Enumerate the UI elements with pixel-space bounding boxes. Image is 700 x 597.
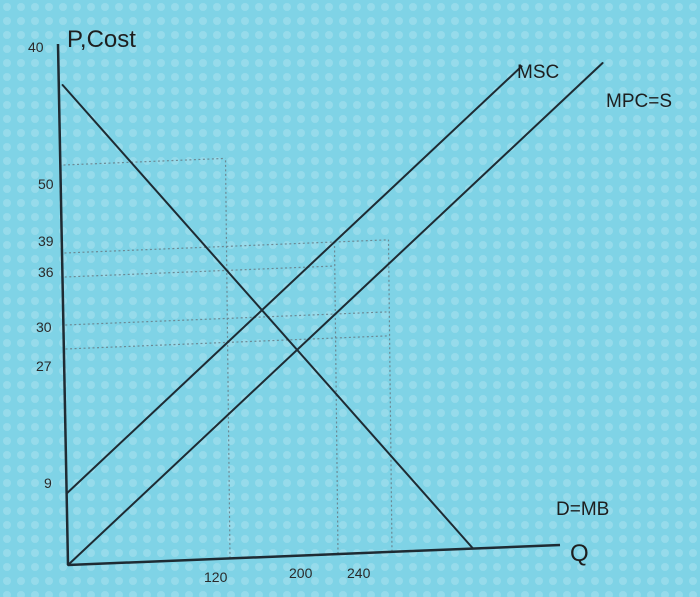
label-msc: MSC bbox=[517, 62, 559, 83]
reference-line-0 bbox=[63, 157, 226, 166]
y-tick-36: 36 bbox=[38, 264, 54, 280]
y-axis-label: P,Cost bbox=[67, 26, 136, 53]
x-axis bbox=[67, 543, 561, 567]
y-tick-39: 39 bbox=[38, 233, 54, 249]
y-axis bbox=[56, 43, 70, 566]
series-line-d-mb bbox=[61, 84, 474, 550]
x-axis-label: Q bbox=[570, 540, 589, 567]
x-tick-240: 240 bbox=[347, 565, 371, 581]
y-tick-30: 30 bbox=[36, 319, 52, 335]
label-mpc-s: MPC=S bbox=[606, 91, 672, 112]
y-tick-9: 9 bbox=[44, 475, 52, 491]
x-tick-labels: 120 200 240 bbox=[204, 565, 371, 585]
series-line-mpc-s bbox=[67, 62, 604, 566]
curves bbox=[61, 62, 604, 566]
y-tick-27: 27 bbox=[36, 358, 52, 374]
x-tick-120: 120 bbox=[204, 569, 228, 585]
label-d-mb: D=MB bbox=[556, 499, 609, 520]
x-tick-200: 200 bbox=[289, 565, 313, 581]
series-line-msc bbox=[66, 65, 523, 494]
y-tick-50: 50 bbox=[38, 176, 54, 192]
reference-line-5 bbox=[224, 158, 231, 559]
reference-line-2 bbox=[64, 265, 335, 278]
y-tick-labels: 40 50 39 36 30 27 9 bbox=[28, 39, 54, 491]
y-tick-40: 40 bbox=[28, 39, 44, 55]
